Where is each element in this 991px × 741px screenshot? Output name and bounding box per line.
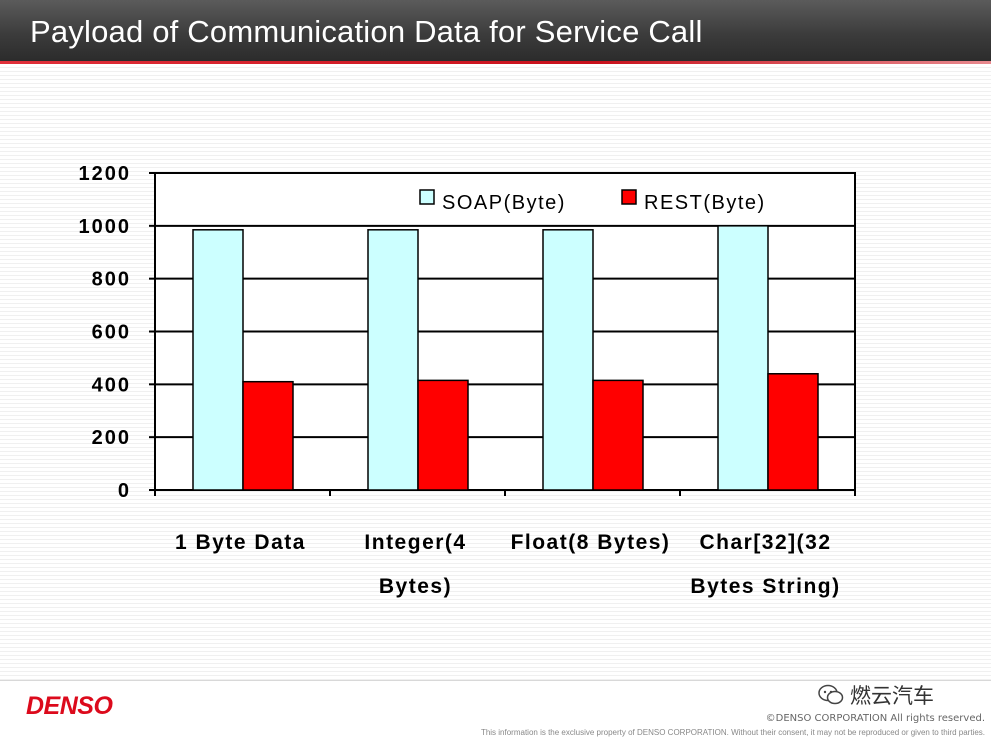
bar-rest <box>417 379 469 491</box>
x-category-label: Integer(4 <box>364 531 466 554</box>
bar-soap <box>542 229 594 491</box>
legend-swatch-soap <box>419 189 435 205</box>
copyright: ©DENSO CORPORATION All rights reserved. <box>765 713 985 724</box>
bar-soap <box>717 225 769 491</box>
y-tick-label: 800 <box>92 269 131 291</box>
slide-title: Payload of Communication Data for Servic… <box>30 14 703 49</box>
denso-logo: DENSO <box>26 692 113 720</box>
disclaimer: This information is the exclusive proper… <box>480 728 985 737</box>
wechat-watermark: 燃云汽车 <box>818 680 934 710</box>
bar-rest <box>242 380 294 491</box>
y-tick-label: 1200 <box>79 163 132 185</box>
wechat-icon <box>818 684 844 705</box>
x-category-label: Bytes String) <box>690 575 840 598</box>
title-rule <box>0 61 991 64</box>
bar-rest <box>592 379 644 491</box>
y-tick-label: 0 <box>118 480 131 502</box>
footer <box>0 680 991 741</box>
x-category-label: Float(8 Bytes) <box>511 531 671 554</box>
x-category-label: Bytes) <box>379 575 452 598</box>
wechat-label: 燃云汽车 <box>850 684 934 708</box>
bar-soap <box>367 229 419 491</box>
bar-rest <box>767 373 819 491</box>
legend-swatch-rest <box>621 189 637 205</box>
x-category-label: 1 Byte Data <box>175 531 306 554</box>
title-bar: Payload of Communication Data for Servic… <box>0 0 991 64</box>
y-tick-label: 400 <box>92 374 131 396</box>
y-tick-label: 600 <box>92 322 131 344</box>
y-tick-label: 200 <box>92 427 131 449</box>
x-category-label: Char[32](32 <box>699 531 831 554</box>
legend-label-rest: REST(Byte) <box>644 192 766 214</box>
y-tick-label: 1000 <box>79 216 132 238</box>
legend-label-soap: SOAP(Byte) <box>442 192 566 214</box>
bar-chart: 0 200 400 600 800 1000 1200 1 Byte Data Integer(… <box>79 163 856 598</box>
bar-soap <box>192 229 244 491</box>
